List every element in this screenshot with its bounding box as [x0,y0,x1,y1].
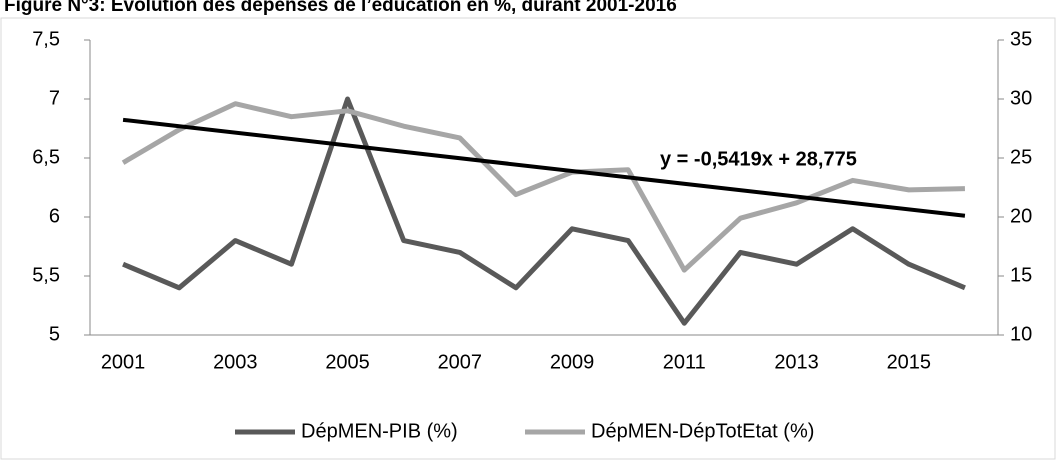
x-tick-label: 2005 [325,351,370,373]
y-tick-label: 5 [49,323,60,345]
y2-tick-label: 30 [1010,87,1032,109]
x-tick-label: 2011 [663,351,706,373]
chart-frame [0,17,1056,460]
x-tick-label: 2001 [101,351,146,373]
y2-tick-label: 35 [1010,28,1032,50]
y2-tick-label: 15 [1010,264,1032,286]
trendline-label: y = -0,5419x + 28,775 [660,148,857,170]
chart-title: Figure N°3: Evolution des dépenses de l’… [4,0,677,16]
y-tick-label: 6,5 [32,146,60,168]
x-tick-label: 2007 [438,351,483,373]
y2-tick-label: 25 [1010,146,1032,168]
y-tick-label: 7,5 [32,28,60,50]
x-tick-label: 2015 [887,351,932,373]
legend-label: DépMEN-PIB (%) [301,420,458,442]
y-tick-label: 5,5 [32,264,60,286]
y-tick-label: 7 [49,87,60,109]
trendline [122,117,966,218]
legend-label: DépMEN-DépTotEtat (%) [591,420,814,442]
x-tick-label: 2009 [550,351,595,373]
y2-tick-label: 20 [1010,205,1032,227]
y-tick-label: 6 [49,205,60,227]
series-line [121,101,965,273]
y2-tick-label: 10 [1010,323,1032,345]
x-tick-label: 2003 [213,351,258,373]
series-line [122,96,966,326]
x-tick-label: 2013 [774,351,819,373]
